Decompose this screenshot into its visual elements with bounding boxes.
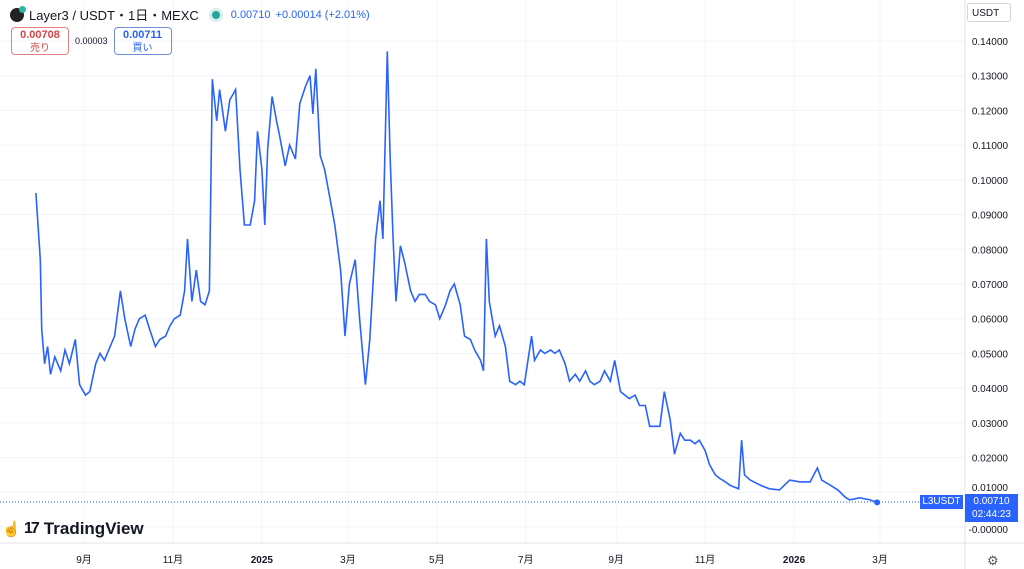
price-tick-label: 0.11000 — [973, 141, 1009, 152]
hand-cursor-icon: ☝ — [2, 521, 21, 538]
time-tick-label: 11月 — [695, 554, 715, 566]
spread: 0.00003 — [75, 36, 108, 46]
time-tick-label: 2025 — [251, 555, 274, 566]
price-tick-label: 0.02000 — [972, 454, 1009, 465]
grid — [0, 0, 965, 543]
time-tick-label: 2026 — [783, 555, 806, 566]
symbol-price-label: L3USDT — [920, 495, 963, 509]
brand-name: TradingView — [43, 519, 144, 538]
time-tick-label: 11月 — [163, 554, 183, 566]
buy-label: 買い — [132, 43, 153, 54]
time-tick-label: 3月 — [340, 554, 356, 566]
market-status-icon — [211, 10, 220, 19]
current-price: 0.00710 — [973, 496, 1010, 507]
currency-button[interactable]: USDT — [967, 3, 1011, 22]
last-price: 0.00710 — [230, 8, 271, 21]
price-tick-label: -0.00000 — [969, 525, 1009, 536]
price-tick-label: 0.04000 — [972, 384, 1009, 395]
time-tick-label: 9月 — [608, 554, 624, 566]
price-tick-label: 0.07000 — [972, 280, 1009, 291]
trade-panel: 0.00708 売り 0.00003 0.00711 買い — [11, 27, 172, 55]
price-tick-label: 0.13000 — [972, 72, 1009, 83]
time-tick-label: 3月 — [872, 554, 888, 566]
current-price-label: 0.00710 02:44:23 — [965, 494, 1018, 522]
sell-price: 0.00708 — [20, 29, 60, 41]
price-tick-label: 0.08000 — [972, 245, 1009, 256]
tradingview-mark-icon: 17 — [24, 520, 40, 537]
last-price-dot — [874, 499, 881, 506]
time-tick-label: 7月 — [518, 554, 534, 566]
price-tick-label: 0.06000 — [972, 315, 1009, 326]
price-axis[interactable]: -0.00000 0.01000 0.02000 0.03000 0.04000 0.05… — [969, 37, 1009, 536]
buy-button[interactable]: 0.00711 買い — [113, 27, 172, 55]
layer3-logo-icon — [10, 5, 26, 22]
price-change: +0.00014 (+2.01%) — [275, 8, 370, 21]
price-tick-label: 0.01000 — [972, 483, 1009, 494]
time-axis[interactable]: 9月 11月 2025 3月 5月 7月 9月 11月 2026 3月 — [76, 554, 888, 566]
price-tick-label: 0.09000 — [972, 211, 1009, 222]
price-tick-label: 0.14000 — [972, 37, 1009, 48]
bar-countdown: 02:44:23 — [972, 509, 1011, 520]
price-line — [35, 51, 878, 504]
sell-label: 売り — [30, 43, 50, 54]
sell-button[interactable]: 0.00708 売り — [11, 27, 69, 55]
symbol-title[interactable]: Layer3 / USDT・1日・MEXC — [29, 8, 199, 23]
price-tick-label: 0.03000 — [972, 419, 1009, 430]
tradingview-logo[interactable]: 17 TradingView — [24, 519, 144, 539]
time-tick-label: 9月 — [76, 554, 92, 566]
settings-gear-icon[interactable]: ⚙ — [987, 553, 999, 568]
price-tick-label: 0.05000 — [972, 349, 1009, 360]
symbol-header: Layer3 / USDT・1日・MEXC 0.00710 +0.00014 (… — [10, 5, 370, 24]
price-tick-label: 0.10000 — [972, 176, 1009, 187]
buy-price: 0.00711 — [122, 29, 163, 41]
time-tick-label: 5月 — [429, 554, 445, 566]
price-tick-label: 0.12000 — [972, 106, 1009, 117]
